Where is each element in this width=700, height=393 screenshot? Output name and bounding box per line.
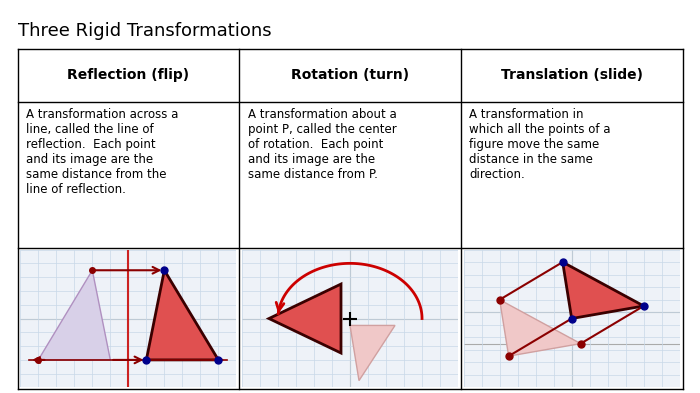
Text: Three Rigid Transformations: Three Rigid Transformations — [18, 22, 271, 40]
Polygon shape — [350, 325, 395, 380]
Text: Translation (slide): Translation (slide) — [500, 68, 643, 83]
Text: A transformation across a
line, called the line of
reflection.  Each point
and i: A transformation across a line, called t… — [26, 108, 178, 196]
Text: A transformation in
which all the points of a
figure move the same
distance in t: A transformation in which all the points… — [469, 108, 610, 181]
Polygon shape — [38, 270, 111, 360]
Polygon shape — [146, 270, 218, 360]
Polygon shape — [500, 300, 581, 356]
Text: A transformation about a
point P, called the center
of rotation.  Each point
and: A transformation about a point P, called… — [248, 108, 396, 181]
Polygon shape — [269, 284, 341, 353]
Text: Rotation (turn): Rotation (turn) — [291, 68, 409, 83]
Text: Reflection (flip): Reflection (flip) — [67, 68, 190, 83]
Polygon shape — [563, 262, 644, 319]
